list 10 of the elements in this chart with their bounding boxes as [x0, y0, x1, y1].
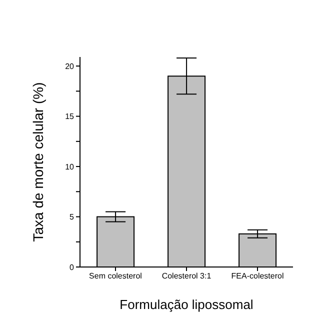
x-axis-title: Formulação lipossomal — [120, 297, 254, 312]
y-tick-label: 10 — [65, 162, 75, 172]
y-tick-label: 15 — [65, 112, 75, 122]
x-tick-label: FEA-colesterol — [231, 272, 284, 281]
x-tick-label: Sem colesterol — [89, 272, 142, 281]
y-tick-label: 5 — [70, 212, 75, 222]
x-tick-label: Colesterol 3:1 — [162, 272, 212, 281]
y-axis-title: Taxa de morte celular (%) — [30, 82, 46, 242]
y-tick-label: 20 — [65, 62, 75, 71]
y-tick-label: 0 — [70, 262, 75, 272]
